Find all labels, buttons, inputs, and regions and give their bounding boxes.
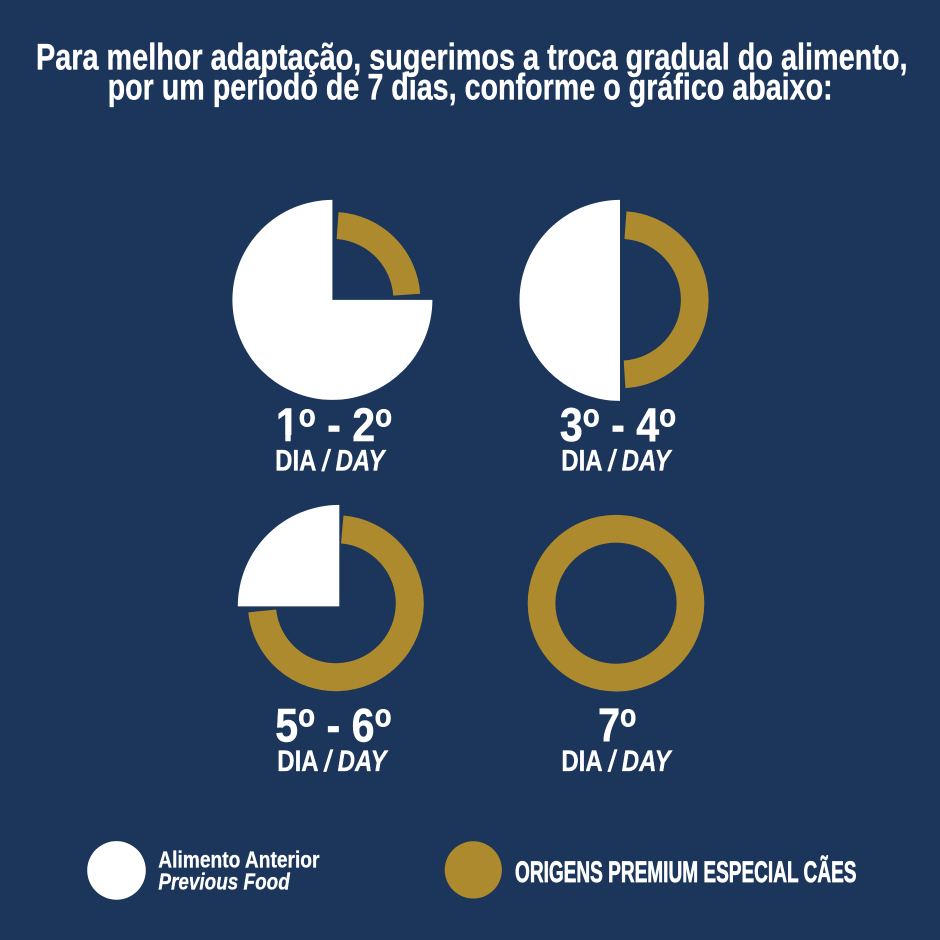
svg-text:DIA / DAY: DIA / DAY	[277, 744, 389, 778]
svg-text:por um período de 7 dias, conf: por um período de 7 dias, conforme o grá…	[108, 67, 833, 109]
svg-text:5o - 6o: 5o - 6o	[275, 699, 391, 752]
svg-text:DIA / DAY: DIA / DAY	[275, 443, 387, 477]
svg-text:1o - 2o: 1o - 2o	[276, 399, 392, 452]
svg-text:ORIGENS PREMIUM ESPECIAL CÃES: ORIGENS PREMIUM ESPECIAL CÃES	[515, 856, 856, 889]
svg-text:Para melhor adaptação, sugerim: Para melhor adaptação, sugerimos a troca…	[36, 37, 907, 78]
svg-text:3o - 4o: 3o - 4o	[560, 399, 676, 452]
svg-text:Alimento Anterior: Alimento Anterior	[158, 847, 320, 873]
svg-text:DIA / DAY: DIA / DAY	[561, 744, 673, 778]
svg-text:Previous Food: Previous Food	[158, 869, 290, 895]
svg-text:DIA / DAY: DIA / DAY	[561, 443, 673, 477]
